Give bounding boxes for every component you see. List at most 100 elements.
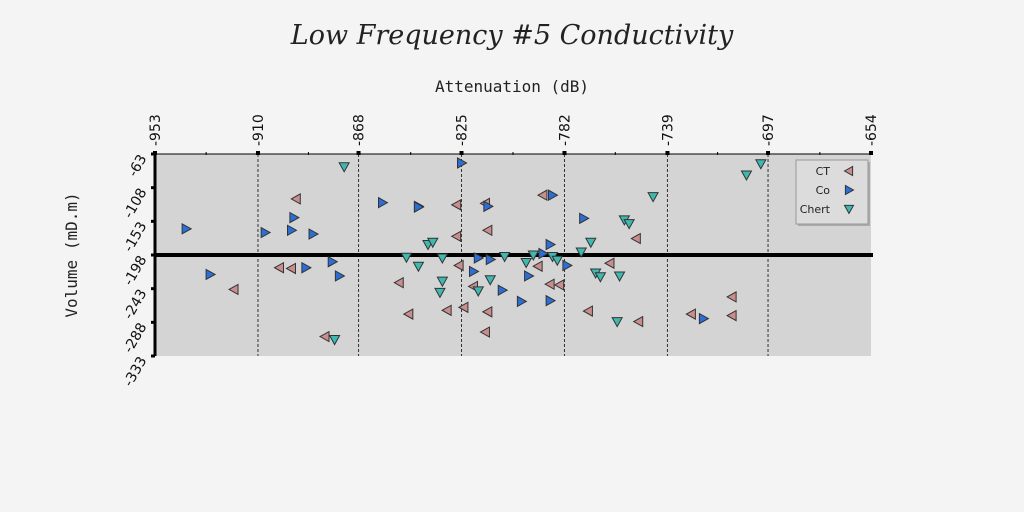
- data-point-co: [181, 222, 193, 235]
- data-point-ct: [532, 260, 543, 273]
- x-tick-label: -825: [455, 114, 471, 146]
- data-point-co: [468, 265, 480, 278]
- data-point-ct: [457, 301, 469, 314]
- data-point-ct: [481, 306, 493, 318]
- data-point-chert: [498, 251, 511, 263]
- data-point-co: [562, 259, 573, 272]
- data-point-chert: [575, 247, 588, 259]
- x-tick-mark: [356, 151, 361, 155]
- y-tick-label: -63: [125, 152, 150, 180]
- data-point-chert: [647, 192, 659, 203]
- data-point-chert: [623, 219, 635, 230]
- data-point-ct: [290, 193, 301, 205]
- data-point-ct: [632, 315, 644, 328]
- y-tick-label: -333: [121, 354, 151, 390]
- data-point-ct: [726, 309, 737, 322]
- data-point-chert: [520, 257, 533, 269]
- data-point-chert: [434, 287, 446, 299]
- data-point-chert: [338, 162, 351, 173]
- legend-label: CT: [816, 165, 831, 178]
- x-tick-mark: [255, 151, 260, 155]
- x-tick-label: -782: [557, 114, 573, 146]
- data-point-chert: [412, 261, 425, 273]
- data-point-co: [524, 270, 535, 282]
- data-point-co: [483, 200, 494, 213]
- data-point-ct: [393, 276, 404, 289]
- y-axis-label: Volume (mD.m): [62, 192, 81, 317]
- data-point-co: [205, 268, 217, 281]
- data-point-co: [413, 201, 425, 213]
- data-points: [181, 157, 767, 346]
- data-point-co: [698, 312, 710, 325]
- data-point-ct: [450, 199, 462, 211]
- data-point-chert: [584, 237, 597, 249]
- chart-title: Low Frequency #5 Conductivity: [290, 20, 734, 51]
- data-point-ct: [481, 224, 493, 237]
- data-point-ct: [450, 230, 462, 243]
- data-point-co: [545, 294, 557, 307]
- data-point-co: [545, 238, 557, 251]
- data-point-ct: [544, 278, 555, 291]
- data-point-ct: [453, 259, 464, 272]
- data-point-co: [377, 196, 389, 209]
- x-tick-mark: [766, 151, 771, 155]
- data-point-chert: [328, 335, 341, 346]
- data-point-co: [457, 157, 468, 169]
- data-point-co: [289, 211, 300, 224]
- data-point-ct: [273, 261, 285, 274]
- data-point-co: [334, 270, 346, 282]
- x-axis-label: Attenuation (dB): [435, 77, 589, 96]
- y-tick-label: -243: [121, 287, 151, 323]
- data-point-co: [548, 189, 559, 201]
- axes: [151, 151, 873, 358]
- data-point-ct: [227, 283, 239, 296]
- y-tick-label: -288: [121, 320, 151, 356]
- data-point-ct: [582, 305, 593, 317]
- x-tick-label: -739: [660, 114, 676, 146]
- data-point-chert: [594, 272, 607, 283]
- data-point-chert: [527, 250, 540, 262]
- data-point-chert: [472, 286, 485, 297]
- x-tick-label: -910: [251, 114, 267, 146]
- x-tick-label: -654: [864, 114, 880, 146]
- data-point-chert: [436, 253, 449, 265]
- data-point-ct: [536, 189, 548, 201]
- legend-marker: [843, 165, 854, 177]
- y-tick-label: -153: [121, 219, 151, 255]
- x-tick-mark: [459, 151, 464, 155]
- x-tick-mark: [869, 151, 873, 155]
- data-point-chert: [426, 237, 439, 249]
- legend-label: Chert: [800, 203, 831, 216]
- data-point-co: [327, 255, 339, 268]
- legend: CT Co Chert: [795, 159, 870, 226]
- data-point-co: [473, 252, 485, 264]
- data-point-chert: [484, 275, 497, 286]
- legend-label: Co: [816, 184, 831, 197]
- y-tick-label: -198: [121, 253, 151, 289]
- data-point-ct: [630, 232, 641, 245]
- data-point-co: [308, 228, 320, 240]
- data-point-chert: [400, 252, 413, 264]
- data-point-co: [497, 284, 509, 297]
- data-point-co: [485, 253, 497, 266]
- data-point-co: [286, 224, 298, 237]
- data-point-chert: [436, 276, 449, 288]
- data-point-chert: [740, 170, 753, 181]
- y-tick-labels: -63 -108-153-198-243-288-333: [121, 152, 151, 390]
- x-tick-label: -868: [352, 114, 368, 146]
- legend-marker: [843, 204, 855, 215]
- data-point-ct: [318, 330, 330, 343]
- legend-box: [795, 159, 869, 225]
- y-tick-label: -108: [121, 186, 151, 222]
- data-point-co: [516, 295, 528, 308]
- data-point-ct: [726, 291, 737, 303]
- data-point-chert: [611, 317, 624, 328]
- data-point-ct: [603, 257, 615, 270]
- x-tick-mark: [665, 151, 670, 155]
- data-point-chert: [551, 255, 564, 267]
- data-point-ct: [441, 304, 452, 317]
- data-point-ct: [479, 326, 490, 338]
- data-point-chert: [754, 159, 767, 170]
- x-tick-labels: -953 -910 -868 -825 -782 -739 -697 -654: [148, 114, 880, 146]
